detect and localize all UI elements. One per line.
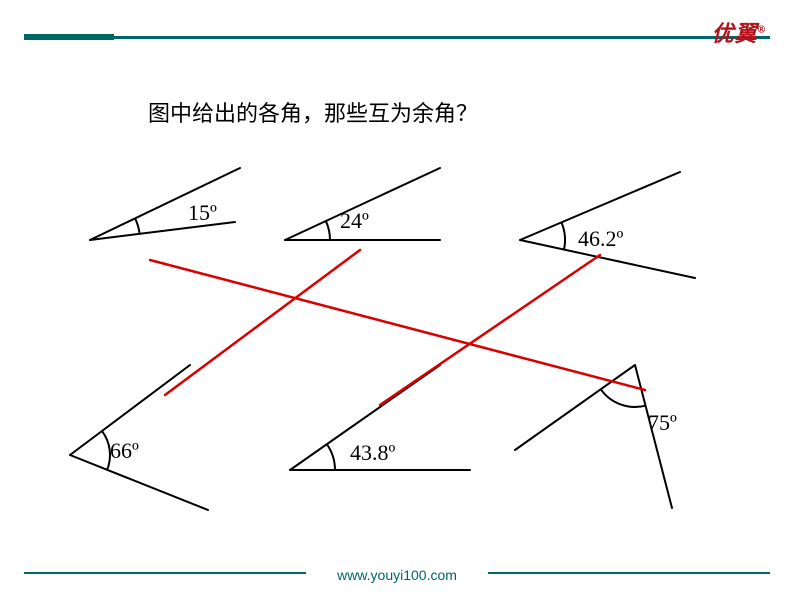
brand-logo: 优翼® <box>712 16 766 48</box>
header-rule <box>24 36 770 39</box>
question-text: 图中给出的各角，那些互为余角？ <box>148 96 478 128</box>
brand-logo-text: 优翼 <box>712 21 758 46</box>
angle-label-a15: 15º <box>188 200 217 226</box>
footer-url: www.youyi100.com <box>306 567 488 583</box>
angle-label-a46: 46.2º <box>578 226 623 252</box>
angle-label-a43: 43.8º <box>350 440 395 466</box>
angle-label-a24: 24º <box>340 208 369 234</box>
brand-logo-reg: ® <box>758 25 766 36</box>
angle-label-a75: 75º <box>648 410 677 436</box>
angle-label-a66: 66º <box>110 438 139 464</box>
header-accent <box>24 34 114 40</box>
angles-diagram: 15º 24º 46.2º 66º 43.8º 75º <box>60 150 740 530</box>
diagram-svg <box>60 150 740 530</box>
